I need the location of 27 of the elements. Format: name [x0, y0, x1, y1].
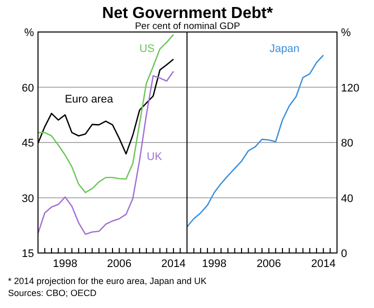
- y-tick-label: 60: [22, 82, 34, 94]
- y-tick-label: 40: [341, 192, 354, 205]
- line-series: [37, 70, 174, 235]
- source-note: Sources: CBO; OECD: [8, 288, 98, 298]
- x-tick-label: 2014: [161, 258, 186, 270]
- y-tick-label: 15: [22, 248, 34, 260]
- y-tick-label: %: [24, 27, 34, 39]
- y-tick-label: 30: [22, 192, 34, 205]
- line-series: [186, 54, 324, 228]
- chart-subtitle: Per cent of nominal GDP: [134, 21, 240, 32]
- y-tick-label: %: [341, 27, 351, 39]
- series-label: Japan: [270, 42, 300, 55]
- x-tick-label: 2006: [256, 258, 282, 270]
- y-tick-label: 80: [341, 138, 354, 150]
- x-tick-label: 1998: [52, 258, 78, 270]
- line-series: [37, 34, 174, 194]
- text: * 2014 projection for the euro area, Japan and UK: [8, 276, 207, 286]
- y-tick-label: 0: [341, 248, 348, 260]
- series-label: US: [139, 42, 155, 55]
- x-tick-label: 2006: [107, 258, 132, 270]
- x-tick-label: 1998: [202, 258, 227, 270]
- chart-title: Net Government Debt*: [102, 5, 274, 22]
- y-tick-label: 45: [22, 138, 34, 150]
- series-label: UK: [146, 151, 163, 164]
- series-label: Euro area: [64, 94, 114, 106]
- y-tick-label: 120: [341, 82, 360, 94]
- x-tick-label: 2014: [311, 258, 336, 270]
